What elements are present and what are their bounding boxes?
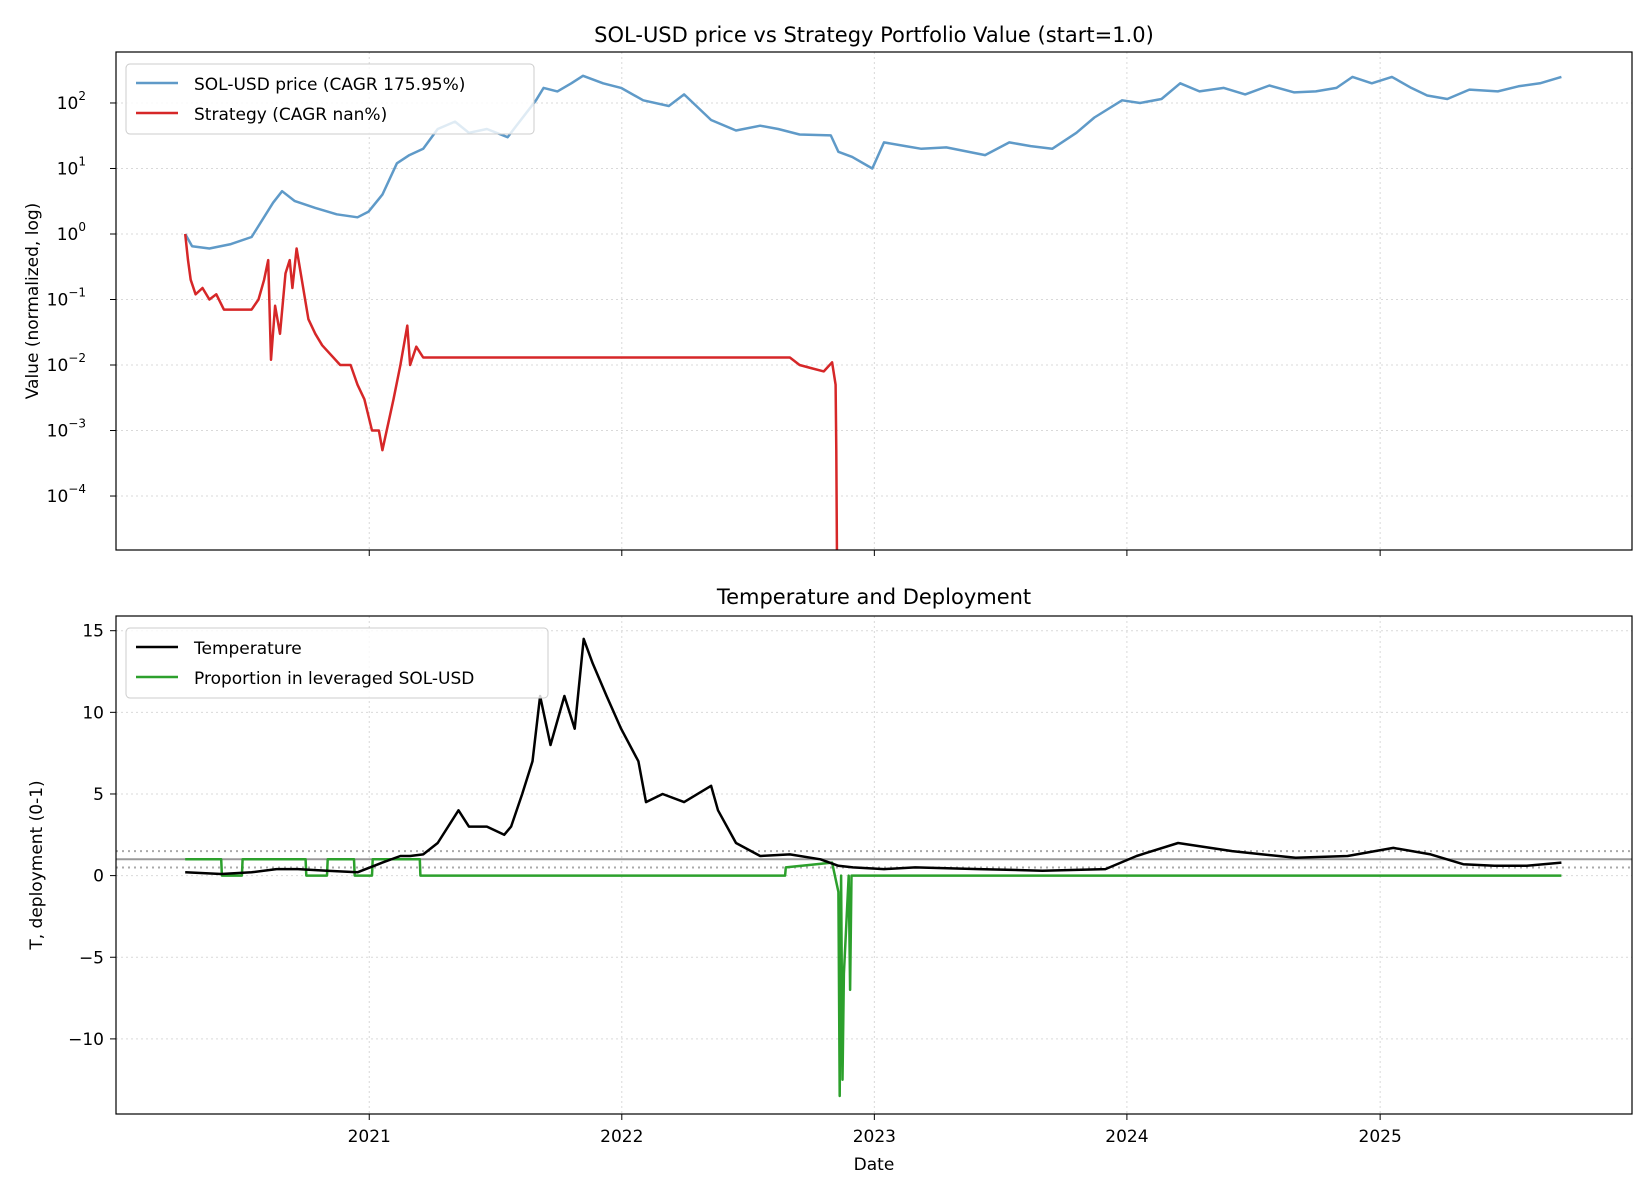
bottom-x-tick-label: 2023: [853, 1127, 896, 1147]
top-y-tick-exponent: −1: [68, 286, 86, 300]
top-plot-legend-box: [125, 63, 535, 135]
legend-label-temperature: Temperature: [193, 639, 302, 659]
bottom-plot-y-label: T, deployment (0-1): [27, 780, 47, 950]
top-y-tick-exponent: 2: [78, 89, 86, 103]
bottom-x-tick-label: 2025: [1359, 1127, 1402, 1147]
bottom-y-tick-label: 5: [93, 785, 104, 805]
bottom-plot-x-ticks: 2021 2022 2023 2024 2025: [348, 1114, 1402, 1147]
bottom-y-tick-label: −10: [68, 1030, 104, 1050]
bottom-plot-y-ticks: −10 −5 0 5 10 15: [68, 622, 116, 1050]
top-y-tick-exponent: −3: [68, 417, 86, 431]
top-y-tick-exponent: 0: [78, 220, 86, 234]
bottom-plot-axes: −10 −5 0 5 10 15 2021 2022 2023 2024 2025 Tempera…: [27, 585, 1633, 1175]
top-plot-series: [183, 74, 1562, 550]
bottom-x-tick-label: 2021: [348, 1127, 391, 1147]
legend-label-sol-price: SOL-USD price (CAGR 175.95%): [194, 75, 465, 95]
bottom-plot-series: [185, 637, 1562, 1098]
bottom-y-tick-label: 0: [93, 867, 104, 887]
x-axis-label: Date: [854, 1155, 895, 1175]
top-plot-x-ticks: [368, 550, 1381, 556]
top-plot-y-label: Value (normalized, log): [23, 203, 43, 400]
top-y-tick-exponent: 1: [78, 154, 86, 168]
bottom-plot-legend-box: [125, 627, 549, 699]
bottom-plot-grid: [116, 616, 1632, 1114]
bottom-y-tick-label: 10: [82, 703, 104, 723]
sol-price-line: [184, 74, 1562, 250]
temperature-line: [185, 637, 1562, 876]
legend-label-deployment: Proportion in leveraged SOL-USD: [194, 669, 474, 689]
top-y-tick-exponent: −2: [68, 351, 86, 365]
top-plot-legend: SOL-USD price (CAGR 175.95%) Strategy (C…: [125, 63, 535, 135]
bottom-plot-legend: Temperature Proportion in leveraged SOL-…: [125, 627, 549, 699]
bottom-y-tick-label: 15: [82, 622, 104, 642]
strategy-line: [183, 233, 839, 550]
deployment-line: [185, 858, 1562, 1098]
bottom-x-tick-label: 2024: [1105, 1127, 1148, 1147]
top-y-tick-exponent: −4: [68, 482, 86, 496]
top-plot-grid: [116, 52, 1632, 550]
bottom-plot-title: Temperature and Deployment: [716, 585, 1031, 609]
bottom-y-tick-label: −5: [79, 948, 104, 968]
top-plot-title: SOL-USD price vs Strategy Portfolio Valu…: [594, 23, 1154, 47]
legend-label-strategy: Strategy (CAGR nan%): [194, 105, 387, 125]
bottom-x-tick-label: 2022: [600, 1127, 643, 1147]
